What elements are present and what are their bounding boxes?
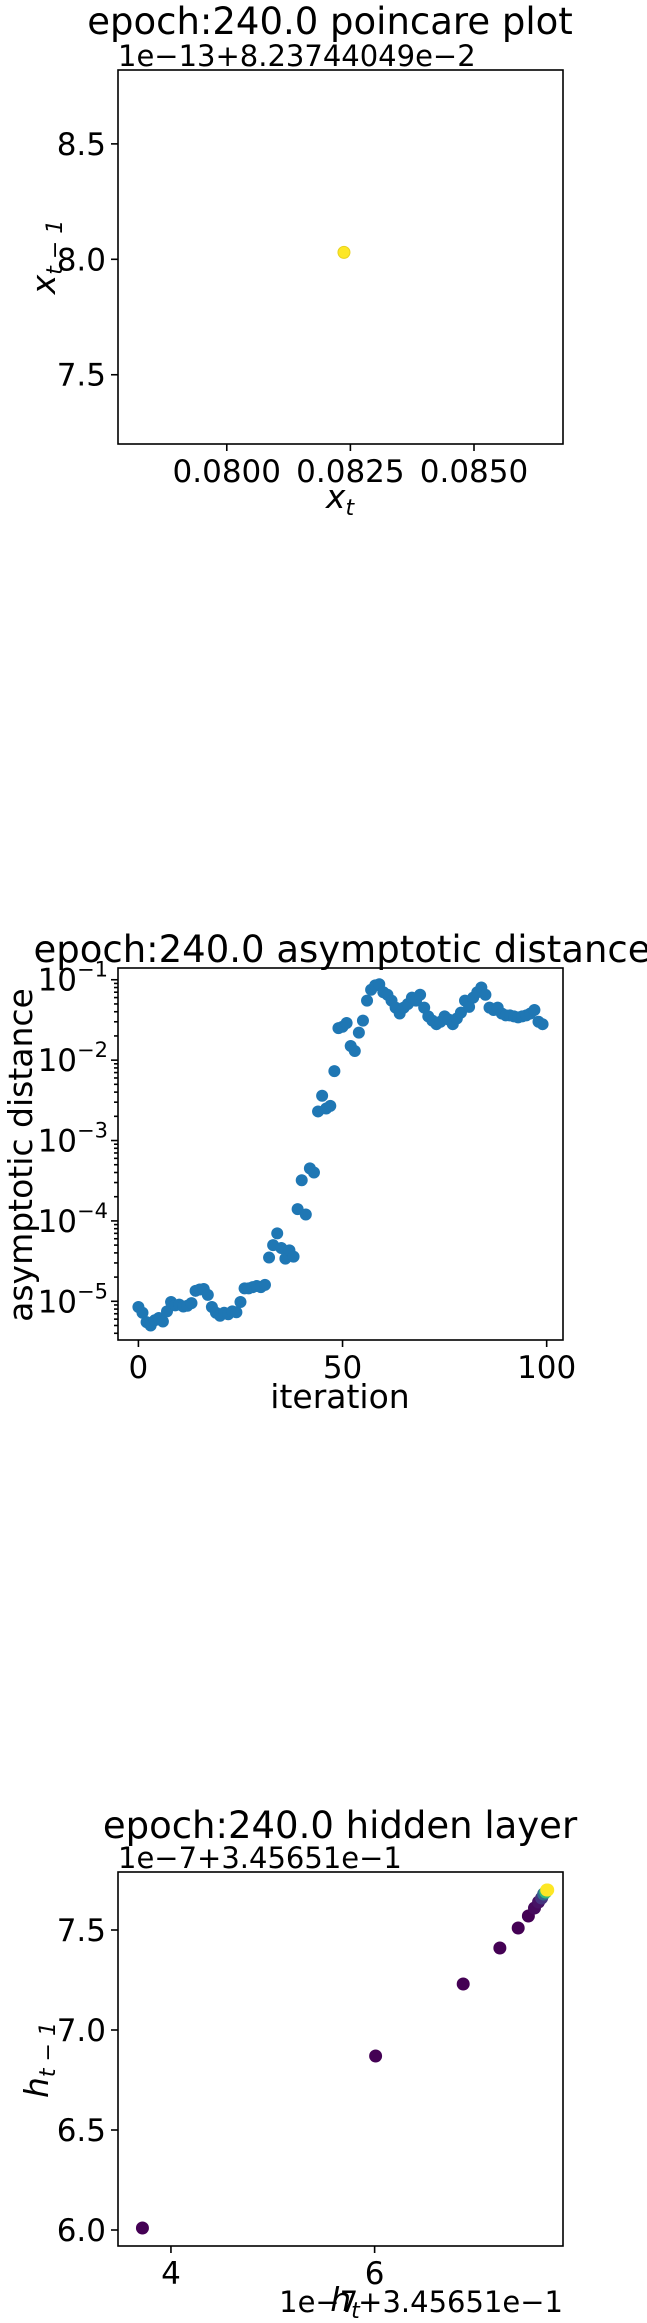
- poincare-plot-point: [337, 245, 351, 259]
- asymptotic-distance-point: [463, 1000, 476, 1013]
- hidden-layer-y-offset-text: 1e−7+3.45651e−1: [118, 1841, 402, 1875]
- hidden-layer-point: [369, 2049, 383, 2063]
- poincare-plot-chart: epoch:240.0 poincare plot 1e−13+8.237440…: [24, 0, 573, 521]
- asymptotic-distance-x-tick-label: 100: [517, 1350, 576, 1386]
- asymptotic-distance-point: [201, 1288, 214, 1301]
- asymptotic-distance-frame: [117, 967, 564, 1341]
- hidden-layer-point: [135, 2221, 149, 2235]
- asymptotic-distance-point: [156, 1315, 169, 1328]
- hidden-layer-frame: [117, 1871, 564, 2247]
- asymptotic-distance-point: [287, 1250, 300, 1263]
- asymptotic-distance-point: [414, 988, 427, 1001]
- poincare-plot-title: epoch:240.0 poincare plot: [87, 0, 573, 43]
- hidden-layer-x-tick-label: 6: [365, 2256, 385, 2292]
- hidden-layer-chart: epoch:240.0 hidden layer 1e−7+3.45651e−1…: [17, 1804, 578, 2323]
- hidden-layer-x-axis-label: ht: [330, 2280, 361, 2323]
- poincare-plot-y-axis-label: xt − 1: [24, 220, 68, 296]
- asymptotic-distance-point: [536, 1018, 549, 1031]
- asymptotic-distance-chart: epoch:240.0 asymptotic distance 0 50 100 10…: [1, 928, 647, 1416]
- poincare-plot-x-tick-label: 0.0825: [296, 454, 404, 490]
- asymptotic-distance-title: epoch:240.0 asymptotic distance: [33, 928, 647, 971]
- asymptotic-distance-y-tick-label: 10−4: [38, 1199, 108, 1240]
- asymptotic-distance-point: [185, 1297, 198, 1310]
- hidden-layer-y-tick-label: 6.0: [57, 2213, 106, 2249]
- poincare-plot-y-tick-label: 8.5: [57, 127, 106, 163]
- asymptotic-distance-point: [356, 1014, 369, 1027]
- asymptotic-distance-point: [230, 1306, 243, 1319]
- hidden-layer-title: epoch:240.0 hidden layer: [103, 1804, 578, 1847]
- poincare-plot-x-tick-label: 0.0800: [173, 454, 281, 490]
- hidden-layer-y-tick-label: 7.0: [57, 2013, 106, 2049]
- asymptotic-distance-point: [307, 1166, 320, 1179]
- hidden-layer-y-tick-label: 6.5: [57, 2113, 106, 2149]
- asymptotic-distance-y-tick-label: 10−1: [38, 958, 108, 999]
- asymptotic-distance-x-tick-label: 50: [323, 1350, 362, 1386]
- poincare-plot-x-axis-label: xt: [325, 477, 356, 521]
- poincare-plot-frame: [117, 69, 564, 445]
- hidden-layer-point: [541, 1883, 555, 1897]
- hidden-layer-point: [456, 1977, 470, 1991]
- asymptotic-distance-point: [263, 1251, 276, 1264]
- asymptotic-distance-point: [352, 1026, 365, 1039]
- poincare-plot-y-tick-label: 7.5: [57, 358, 106, 394]
- hidden-layer-x-tick-label: 4: [161, 2256, 181, 2292]
- asymptotic-distance-point: [340, 1016, 353, 1029]
- asymptotic-distance-x-axis-label: iteration: [270, 1377, 409, 1416]
- asymptotic-distance-point: [316, 1089, 329, 1102]
- asymptotic-distance-y-tick-label: 10−2: [38, 1038, 108, 1079]
- asymptotic-distance-point: [348, 1044, 361, 1057]
- poincare-plot-x-tick-label: 0.0850: [420, 454, 528, 490]
- asymptotic-distance-point: [295, 1174, 308, 1187]
- poincare-plot-offset-text: 1e−13+8.23744049e−2: [118, 39, 476, 73]
- asymptotic-distance-point: [528, 1004, 541, 1017]
- asymptotic-distance-point: [136, 1306, 149, 1319]
- hidden-layer-point: [493, 1941, 507, 1955]
- hidden-layer-x-offset-text: 1e−7+3.45651e−1: [279, 2285, 563, 2319]
- asymptotic-distance-point: [258, 1278, 271, 1291]
- asymptotic-distance-point: [479, 988, 492, 1001]
- asymptotic-distance-point: [361, 994, 374, 1007]
- asymptotic-distance-y-axis-label: asymptotic distance: [1, 988, 40, 1322]
- asymptotic-distance-y-tick-label: 10−3: [38, 1119, 108, 1160]
- asymptotic-distance-point: [299, 1208, 312, 1221]
- poincare-plot-y-tick-label: 8.0: [57, 242, 106, 278]
- asymptotic-distance-point: [234, 1296, 247, 1309]
- asymptotic-distance-y-tick-label: 10−5: [38, 1279, 108, 1320]
- asymptotic-distance-point: [324, 1099, 337, 1112]
- hidden-layer-point: [511, 1921, 525, 1935]
- asymptotic-distance-point: [328, 1065, 341, 1078]
- asymptotic-distance-x-tick-label: 0: [129, 1350, 149, 1386]
- hidden-layer-y-tick-label: 7.5: [57, 1913, 106, 1949]
- hidden-layer-y-axis-label: ht − 1: [17, 2022, 61, 2098]
- asymptotic-distance-point: [271, 1227, 284, 1240]
